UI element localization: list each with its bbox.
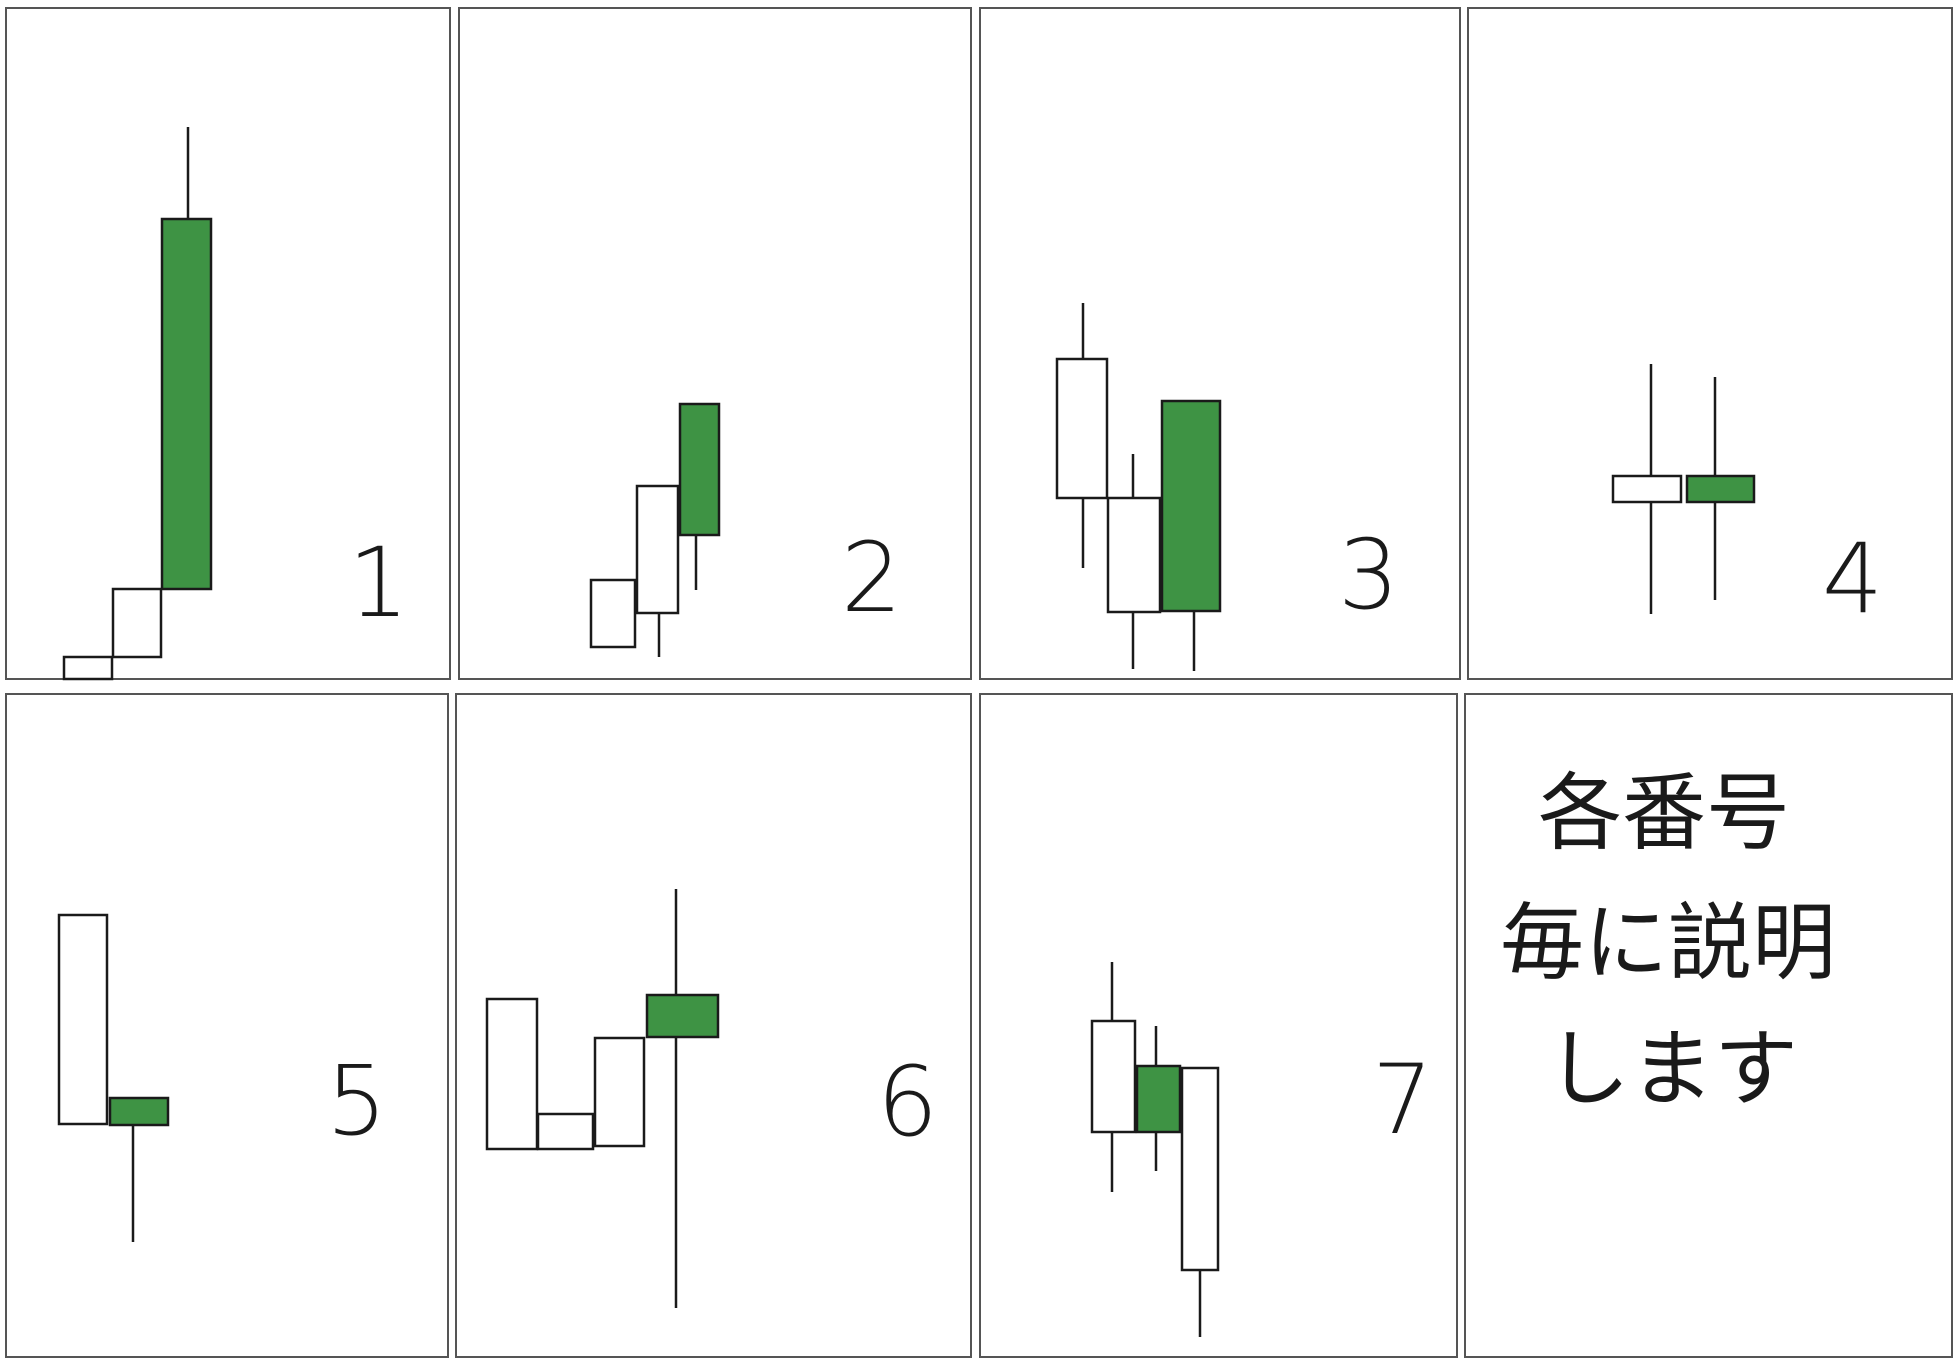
- candle-bearish: [57, 913, 109, 1126]
- note-panel-border: [1464, 693, 1953, 1358]
- candle-bullish: [645, 889, 720, 1308]
- pattern-number-label: 4: [1822, 523, 1883, 635]
- candle-body: [160, 217, 213, 591]
- candle-bearish: [593, 1036, 646, 1148]
- candle-bearish: [111, 587, 163, 659]
- candle-body: [1090, 1019, 1137, 1134]
- candle-bearish: [536, 1112, 595, 1151]
- candle-bearish: [589, 578, 637, 649]
- candle-bearish: [1090, 962, 1137, 1192]
- candle-body: [593, 1036, 646, 1148]
- candle-body: [635, 484, 680, 615]
- note-line-1: 各番号: [1538, 764, 1790, 862]
- candle-bearish: [485, 997, 539, 1151]
- candle-body: [1611, 474, 1683, 504]
- candle-body: [589, 578, 637, 649]
- candle-bullish: [1135, 1026, 1182, 1171]
- pattern-panel-2: 2: [458, 7, 972, 680]
- candle-bullish: [678, 402, 721, 590]
- note-panel: 各番号 毎に説明 します: [1464, 693, 1953, 1358]
- candle-bullish: [160, 127, 213, 591]
- pattern-number-label: 3: [1338, 519, 1399, 631]
- candle-body: [1106, 496, 1162, 614]
- pattern-number-label: 1: [348, 527, 409, 639]
- candle-bullish: [1160, 399, 1222, 671]
- candle-bearish: [635, 484, 680, 657]
- candle-bearish: [1611, 364, 1683, 614]
- panels-layer: 1 2 3 4 5 6 7: [5, 7, 1953, 1358]
- candle-bullish: [108, 1096, 170, 1242]
- candle-body: [1180, 1066, 1220, 1272]
- pattern-panel-7: 7: [979, 693, 1458, 1358]
- panel-border: [458, 7, 972, 680]
- candle-body: [645, 993, 720, 1039]
- pattern-panel-5: 5: [5, 693, 449, 1358]
- candle-body: [1685, 474, 1756, 504]
- pattern-panel-6: 6: [455, 693, 972, 1358]
- note-line-2: 毎に説明: [1500, 894, 1836, 992]
- panel-border: [1467, 7, 1953, 680]
- pattern-number-label: 5: [326, 1045, 387, 1157]
- candle-body: [1160, 399, 1222, 613]
- candle-body: [111, 587, 163, 659]
- pattern-number-label: 2: [841, 522, 902, 634]
- candle-body: [1135, 1064, 1182, 1134]
- candle-body: [678, 402, 721, 537]
- pattern-panel-3: 3: [979, 7, 1461, 680]
- pattern-panel-1: 1: [5, 7, 451, 681]
- candle-body: [62, 655, 114, 681]
- note-line-3: します: [1546, 1020, 1798, 1118]
- candle-bearish: [1055, 303, 1109, 568]
- candle-body: [57, 913, 109, 1126]
- candle-body: [485, 997, 539, 1151]
- candle-bearish: [1106, 454, 1162, 669]
- pattern-panel-4: 4: [1467, 7, 1953, 680]
- candle-body: [536, 1112, 595, 1151]
- candle-body: [108, 1096, 170, 1127]
- pattern-number-label: 6: [877, 1046, 938, 1158]
- candle-bearish: [1180, 1066, 1220, 1337]
- candle-bearish: [62, 655, 114, 681]
- pattern-number-label: 7: [1372, 1044, 1433, 1156]
- panel-border: [5, 7, 451, 680]
- candle-bullish: [1685, 377, 1756, 600]
- candle-body: [1055, 357, 1109, 500]
